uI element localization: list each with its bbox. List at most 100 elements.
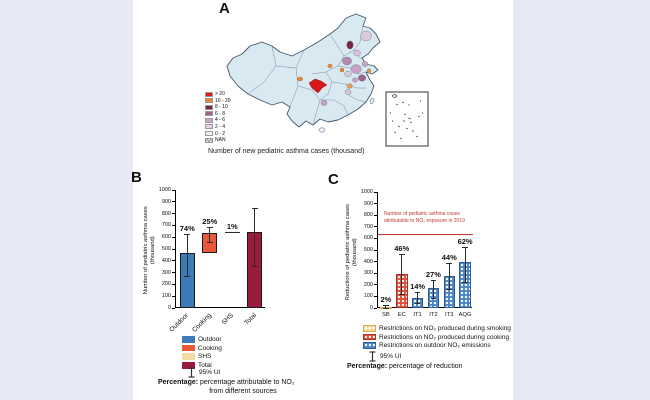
chart-c-note-label: Percentage:	[347, 363, 388, 370]
chart-c-plot-area: 0 100 200 300 400 500 600 700 800 900 1000 2% SB 46% E…	[361, 189, 473, 318]
chart-c-ui-label: 95% UI	[380, 353, 402, 360]
legend-item: 8 - 10	[205, 104, 231, 110]
taiwan-island	[369, 97, 375, 105]
errorbar-line	[385, 304, 387, 308]
errorbar-cap	[414, 302, 421, 304]
y-tick-mark	[374, 214, 378, 216]
panel-b-label: B	[131, 169, 142, 186]
y-tick-mark	[374, 296, 378, 297]
legend-label: Restrictions on NO₂ produced during smok…	[379, 325, 511, 332]
y-tick-mark	[374, 261, 378, 262]
chart-c-note: Percentage: percentage of reduction	[347, 362, 517, 371]
legend-label: NAN	[215, 137, 226, 144]
y-tick-mark	[172, 260, 176, 262]
x-tick-label-ec: EC	[397, 311, 406, 318]
y-tick-mark	[374, 284, 378, 286]
legend-item: 4 - 6	[205, 117, 231, 123]
errorbar-line	[432, 279, 434, 299]
y-tick-label: 900	[363, 200, 373, 207]
legend-item: Total	[182, 362, 222, 369]
errorbar-cap	[251, 265, 258, 267]
legend-item: Cooking	[182, 345, 222, 352]
errorbar-cap	[414, 291, 421, 293]
y-tick-mark	[374, 272, 378, 274]
x-tick-label-it2: IT2	[429, 311, 438, 318]
y-tick-label: 700	[363, 223, 373, 230]
map-legend-swatch	[205, 111, 213, 117]
legend-label: > 20	[215, 91, 225, 97]
legend-swatch	[182, 344, 195, 352]
map-legend-swatch	[205, 91, 213, 97]
legend-item: SHS	[182, 353, 222, 360]
errorbar-line	[254, 207, 256, 266]
y-tick-mark	[374, 249, 378, 251]
map-legend-swatch	[205, 98, 213, 104]
errorbar-cap	[184, 233, 191, 235]
y-tick-mark	[172, 284, 176, 285]
legend-item: Restrictions on NO₂ produced during cook…	[363, 334, 511, 341]
map-legend-swatch	[205, 117, 213, 123]
legend-swatch	[363, 333, 376, 341]
legend-swatch	[363, 342, 376, 349]
y-tick-mark	[172, 236, 176, 238]
south-china-sea-inset	[385, 91, 429, 147]
hainan-island	[318, 127, 326, 133]
province-borders	[247, 25, 367, 126]
chart-b-note-line2: from different sources	[209, 388, 277, 396]
legend-label: 2 - 4	[215, 123, 226, 130]
pct-label-it2: 27%	[425, 269, 441, 279]
errorbar-cap	[206, 226, 213, 228]
bar-shs	[224, 232, 240, 234]
y-tick-label: 400	[161, 257, 171, 264]
legend-item: Restrictions on NO₂ produced during smok…	[363, 325, 511, 332]
map-legend-swatch	[205, 124, 213, 130]
chart-c-note-text: percentage of reduction	[387, 363, 463, 370]
province-patches	[297, 30, 372, 106]
errorbar-cap	[251, 207, 258, 209]
pct-label-it1: 14%	[410, 281, 426, 291]
y-tick-mark	[374, 238, 378, 239]
pct-label-outdoor: 74%	[179, 223, 195, 233]
x-tick-label-it1: IT1	[413, 311, 422, 318]
legend-item: Restrictions on outdoor NO₂ emissions	[363, 342, 511, 349]
chart-b-note-label: Percentage:	[158, 379, 199, 386]
chart-b-note-line1: percentage attributable to NO₂	[198, 379, 295, 386]
panel-a-label: A	[219, 0, 230, 17]
y-tick-mark	[374, 307, 378, 309]
pct-label-aqg: 62%	[457, 237, 473, 247]
pct-label-ec: 46%	[394, 244, 410, 254]
y-tick-label: 200	[363, 281, 373, 288]
y-tick-mark	[172, 307, 176, 309]
errorbar-line	[186, 233, 188, 277]
y-tick-label: 100	[161, 293, 171, 300]
legend-item: 10 - 20	[205, 98, 231, 104]
legend-label: 10 - 20	[215, 97, 231, 104]
legend-label: Restrictions on NO₂ produced during cook…	[379, 333, 510, 341]
y-tick-mark	[172, 248, 176, 250]
y-tick-mark	[172, 272, 176, 273]
y-tick-label: 800	[363, 212, 373, 219]
y-tick-label: 0	[369, 304, 373, 311]
errorbar-line	[448, 262, 450, 290]
errorbar-cap	[446, 262, 453, 264]
y-tick-label: 300	[161, 269, 171, 276]
panel-c-label: C	[328, 171, 339, 188]
china-map	[226, 13, 429, 147]
map-legend-swatch	[205, 104, 213, 110]
chart-b-plot-area: 0 100 200 300 400 500 600 700 800 900 1000 74% Outdo…	[159, 187, 265, 334]
map-caption: Number of new pediatric asthma cases (th…	[208, 148, 365, 155]
pct-label-it3: 44%	[441, 252, 457, 262]
y-tick-label: 700	[161, 222, 171, 229]
errorbar-cap	[206, 241, 213, 243]
y-tick-mark	[172, 213, 176, 214]
y-tick-mark	[172, 295, 176, 297]
errorbar-cap	[446, 289, 453, 291]
chart-b-note: Percentage: percentage attributable to N…	[158, 378, 328, 397]
errorbar-cap	[462, 281, 468, 283]
legend-swatch	[182, 353, 195, 360]
y-tick-label: 100	[363, 293, 373, 300]
errorbar-cap	[462, 247, 468, 249]
y-tick-label: 0	[167, 304, 171, 311]
y-tick-mark	[172, 225, 176, 226]
y-tick-label: 1000	[158, 186, 171, 193]
